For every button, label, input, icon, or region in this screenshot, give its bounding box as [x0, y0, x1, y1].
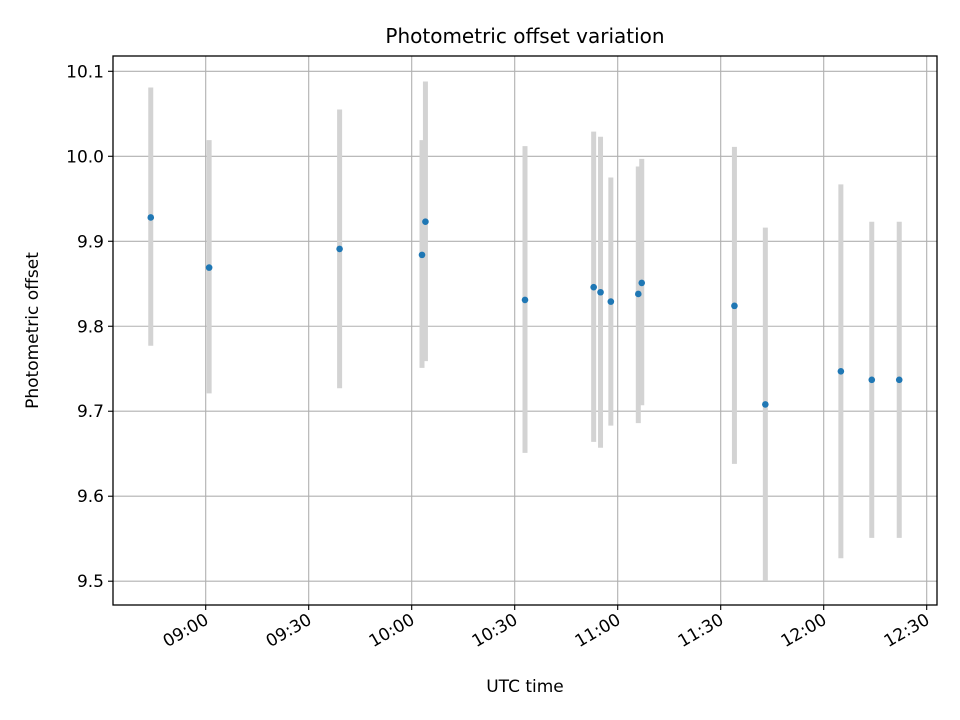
y-axis-title: Photometric offset: [23, 252, 43, 409]
data-point: [837, 367, 845, 375]
x-tick-label: 11:30: [675, 610, 727, 652]
data-point: [418, 251, 426, 259]
x-tick-label: 09:30: [263, 610, 315, 652]
data-point: [590, 283, 597, 291]
x-tick-label: 12:00: [778, 610, 830, 652]
y-tick-label: 9.7: [77, 402, 104, 422]
x-tick-label: 12:30: [881, 610, 933, 652]
x-tick-label: 09:00: [160, 610, 212, 652]
y-axis-ticks: 9.5 9.6 9.7 9.8 9.9 10.0 10.1: [66, 62, 113, 592]
chart-title: Photometric offset variation: [385, 24, 664, 48]
data-point: [638, 279, 646, 287]
x-tick-label: 11:00: [572, 610, 624, 652]
data-point: [762, 401, 769, 408]
data-point: [336, 245, 343, 253]
data-point: [895, 376, 903, 384]
y-tick-label: 9.9: [77, 232, 104, 252]
x-tick-label: 10:00: [366, 610, 418, 652]
x-axis-title: UTC time: [486, 677, 564, 697]
data-point: [731, 302, 738, 310]
data-point: [635, 290, 642, 298]
data-points: [147, 214, 903, 408]
data-point: [597, 288, 604, 296]
data-point: [607, 298, 615, 305]
data-point: [147, 214, 155, 221]
x-axis-ticks: 09:00 09:30 10:00 10:30 11:00 11:30 12:00 12:30: [160, 605, 933, 652]
plot-frame: [112, 55, 938, 606]
data-point: [521, 296, 529, 304]
data-point: [205, 264, 213, 271]
x-tick-label: 10:30: [469, 610, 521, 652]
y-tick-label: 10.0: [66, 147, 104, 167]
y-tick-label: 9.8: [77, 317, 104, 337]
y-tick-label: 9.5: [77, 572, 104, 592]
y-tick-label: 9.6: [77, 487, 104, 507]
y-tick-label: 10.1: [66, 62, 104, 82]
data-point: [868, 376, 876, 384]
data-point: [422, 218, 429, 226]
